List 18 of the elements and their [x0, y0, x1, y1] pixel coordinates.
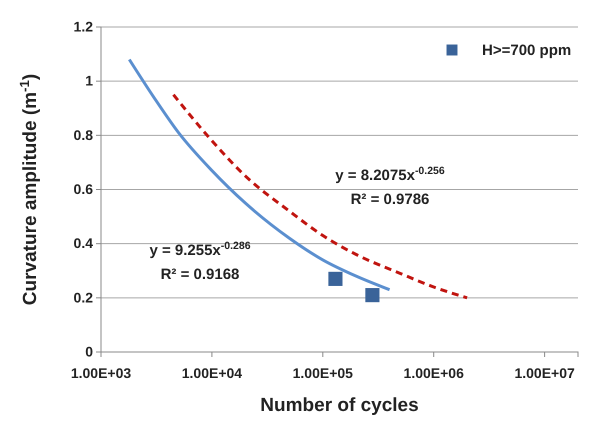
legend-label: H>=700 ppm — [482, 42, 572, 59]
y-tick-label: 0.8 — [74, 126, 94, 143]
x-tick-label: 1.00E+04 — [182, 365, 242, 382]
annotation: R² = 0.9168 — [160, 266, 240, 283]
y-tick-label: 0.6 — [74, 180, 94, 197]
x-axis-title: Number of cycles — [260, 395, 419, 416]
x-tick-label: 1.00E+05 — [292, 365, 354, 382]
y-tick-label: 0.4 — [74, 235, 94, 252]
x-tick-label: 1.00E+03 — [70, 365, 132, 382]
y-tick-label: 1 — [85, 72, 94, 89]
x-tick-label: 1.00E+07 — [514, 365, 575, 382]
y-tick-label: 0.2 — [74, 289, 94, 306]
annotation: y = 9.255x$^{-0.286}$ — [149, 240, 251, 259]
y-tick-label: 0 — [85, 343, 94, 360]
annotation: R² = 0.9786 — [350, 191, 430, 208]
x-tick-label: 1.00E+06 — [404, 365, 464, 382]
annotation: y = 8.2075x$^{-0.256}$ — [335, 165, 445, 184]
y-tick-label: 1.2 — [74, 18, 94, 34]
